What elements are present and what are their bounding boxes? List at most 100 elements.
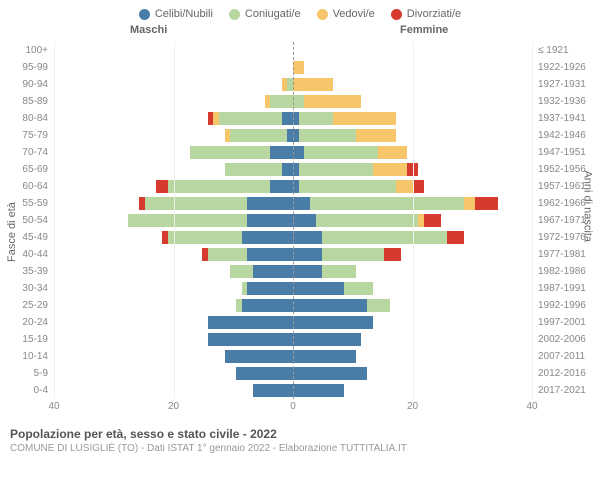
birth-label: 1957-1961	[532, 181, 600, 192]
birth-label: 1952-1956	[532, 164, 600, 175]
seg-celibi	[282, 163, 293, 176]
pyramid-row: 10-142007-2011	[0, 348, 600, 365]
bars-female	[293, 365, 532, 382]
seg-vedovi	[304, 95, 361, 108]
seg-celibi	[270, 180, 293, 193]
legend-swatch	[391, 9, 402, 20]
bars-male	[54, 297, 293, 314]
birth-label: 1987-1991	[532, 283, 600, 294]
seg-celibi	[293, 197, 310, 210]
seg-celibi	[293, 316, 373, 329]
seg-divorziati	[384, 248, 401, 261]
seg-divorziati	[156, 180, 167, 193]
age-label: 0-4	[0, 385, 54, 396]
age-label: 90-94	[0, 79, 54, 90]
bars-male	[54, 348, 293, 365]
seg-celibi	[293, 350, 356, 363]
seg-celibi	[293, 384, 344, 397]
seg-coniugati	[316, 214, 419, 227]
plot-area: 100+≤ 192195-991922-192690-941927-193185…	[0, 42, 600, 399]
age-label: 5-9	[0, 368, 54, 379]
bars-wrap	[54, 246, 532, 263]
seg-celibi	[253, 265, 293, 278]
bars-wrap	[54, 263, 532, 280]
seg-celibi	[293, 231, 322, 244]
legend-swatch	[317, 9, 328, 20]
seg-celibi	[293, 282, 344, 295]
pyramid-row: 90-941927-1931	[0, 76, 600, 93]
age-label: 65-69	[0, 164, 54, 175]
birth-label: 1932-1936	[532, 96, 600, 107]
pyramid-row: 85-891932-1936	[0, 93, 600, 110]
bars-wrap	[54, 76, 532, 93]
legend-label: Vedovi/e	[333, 8, 375, 20]
seg-coniugati	[128, 214, 248, 227]
x-tick: 20	[407, 401, 418, 412]
seg-celibi	[282, 112, 293, 125]
legend-item: Vedovi/e	[317, 8, 375, 20]
pyramid-row: 30-341987-1991	[0, 280, 600, 297]
bars-female	[293, 246, 532, 263]
legend-item: Divorziati/e	[391, 8, 461, 20]
seg-celibi	[247, 248, 293, 261]
bars-female	[293, 331, 532, 348]
pyramid-row: 50-541967-1971	[0, 212, 600, 229]
legend-swatch	[229, 9, 240, 20]
bars-wrap	[54, 93, 532, 110]
legend-label: Celibi/Nubili	[155, 8, 213, 20]
footer-subtitle: COMUNE DI LUSIGLIÈ (TO) - Dati ISTAT 1° …	[10, 443, 590, 454]
seg-coniugati	[322, 231, 447, 244]
bars-female	[293, 348, 532, 365]
seg-coniugati	[322, 265, 356, 278]
pyramid-row: 60-641957-1961	[0, 178, 600, 195]
bars-male	[54, 365, 293, 382]
x-tick: 20	[168, 401, 179, 412]
bars-wrap	[54, 127, 532, 144]
age-label: 75-79	[0, 130, 54, 141]
pyramid-row: 55-591962-1966	[0, 195, 600, 212]
seg-coniugati	[304, 146, 378, 159]
birth-label: 1992-1996	[532, 300, 600, 311]
bars-male	[54, 144, 293, 161]
seg-celibi	[247, 214, 293, 227]
bars-wrap	[54, 212, 532, 229]
seg-celibi	[247, 197, 293, 210]
pyramid-row: 35-39 1982-1986	[0, 263, 600, 280]
pyramid-row: 40-441977-1981	[0, 246, 600, 263]
legend: Celibi/NubiliConiugati/eVedovi/eDivorzia…	[0, 0, 600, 24]
birth-label: 1982-1986	[532, 266, 600, 277]
bars-female	[293, 93, 532, 110]
seg-vedovi	[373, 163, 407, 176]
seg-celibi	[208, 316, 294, 329]
bars-female	[293, 127, 532, 144]
bars-wrap	[54, 382, 532, 399]
bars-male	[54, 110, 293, 127]
seg-celibi	[293, 214, 316, 227]
bars-female	[293, 382, 532, 399]
bars-wrap	[54, 297, 532, 314]
bars-female	[293, 161, 532, 178]
seg-coniugati	[190, 146, 270, 159]
seg-celibi	[253, 384, 293, 397]
seg-vedovi	[333, 112, 396, 125]
bars-female	[293, 76, 532, 93]
bars-male	[54, 212, 293, 229]
birth-label: 1967-1971	[532, 215, 600, 226]
bars-wrap	[54, 314, 532, 331]
age-label: 35-39	[0, 266, 54, 277]
seg-celibi	[293, 265, 322, 278]
age-label: 15-19	[0, 334, 54, 345]
seg-celibi	[236, 367, 293, 380]
bars-female	[293, 280, 532, 297]
bars-wrap	[54, 229, 532, 246]
pyramid-row: 65-69 1952-1956	[0, 161, 600, 178]
bars-wrap	[54, 59, 532, 76]
pyramid-row: 20-241997-2001	[0, 314, 600, 331]
seg-celibi	[293, 248, 322, 261]
seg-coniugati	[299, 129, 356, 142]
pyramid-row: 100+≤ 1921	[0, 42, 600, 59]
bars-female	[293, 297, 532, 314]
seg-coniugati	[367, 299, 390, 312]
seg-vedovi	[293, 78, 333, 91]
birth-label: 2007-2011	[532, 351, 600, 362]
